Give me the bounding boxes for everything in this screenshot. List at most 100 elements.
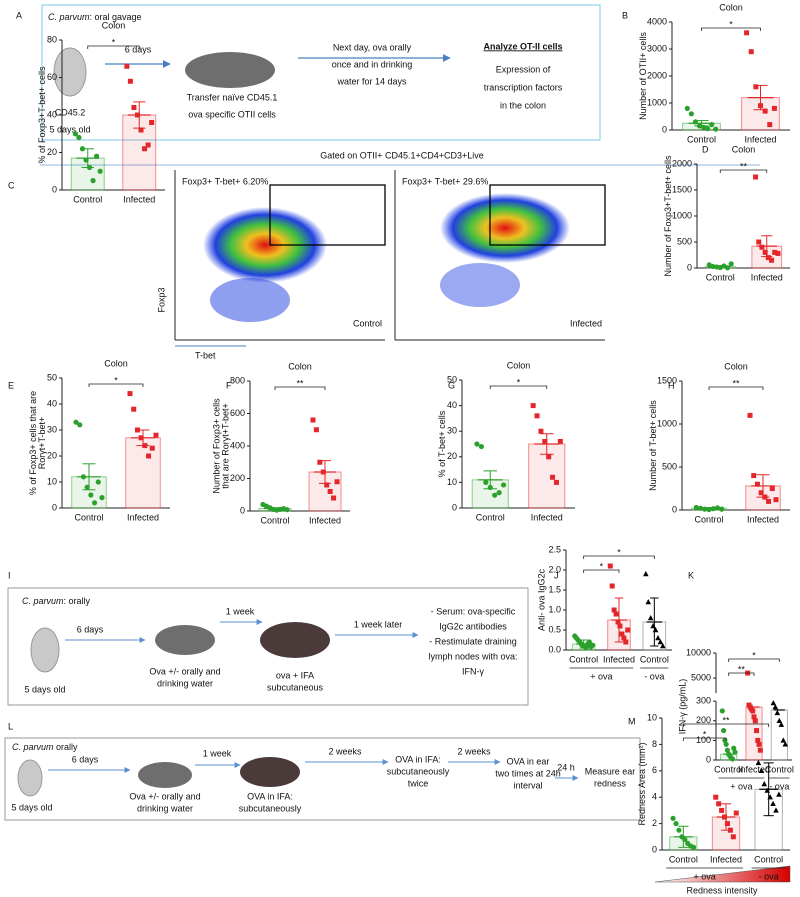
data-point	[657, 639, 664, 645]
data-point	[487, 484, 493, 491]
significance-label: **	[732, 378, 740, 388]
data-point	[700, 124, 707, 130]
data-point	[320, 469, 326, 475]
x-tick-label: Control	[476, 512, 505, 522]
y-tick-label: 30	[47, 424, 57, 434]
label: 1 week later	[354, 619, 403, 629]
data-point	[95, 479, 101, 485]
significance-label: **	[722, 715, 730, 725]
data-point	[652, 627, 659, 633]
data-point	[557, 438, 563, 444]
y-tick-label: 80	[47, 34, 57, 44]
y-tick-label: 0.5	[548, 624, 561, 634]
data-point	[773, 807, 779, 813]
data-point	[724, 821, 730, 827]
panel-letter: D	[702, 144, 709, 154]
data-point	[86, 164, 93, 171]
data-point	[149, 445, 155, 451]
y-tick-label: 0	[52, 184, 57, 194]
data-point	[692, 119, 699, 125]
data-point	[317, 459, 323, 465]
mouse-icon	[240, 757, 300, 787]
gate-label: Foxp3+ T-bet+ 29.6%	[402, 176, 488, 186]
data-point	[142, 443, 148, 449]
route: : oral gavage	[90, 12, 142, 22]
scheme-text: water for 14 days	[336, 76, 407, 86]
data-point	[724, 265, 731, 271]
x-tick-label: Control	[640, 654, 669, 664]
scheme-text: Next day, ova orally	[333, 42, 412, 52]
data-point	[625, 627, 631, 633]
y-tick-label: 2.0	[548, 564, 561, 574]
group-label: + ova	[590, 671, 612, 681]
data-point	[713, 794, 719, 800]
scheme-text: in the colon	[500, 100, 546, 110]
y-tick-label: 1500	[672, 184, 692, 194]
data-point	[77, 422, 83, 428]
data-point	[752, 718, 758, 724]
bar	[125, 437, 161, 509]
significance-label: **	[740, 161, 748, 171]
y-tick-label: 4	[652, 792, 657, 802]
y-tick-label: 600	[230, 408, 245, 418]
data-point	[127, 391, 133, 397]
x-tick-label: Control	[73, 194, 102, 204]
data-point	[645, 599, 652, 605]
mouse-icon	[185, 52, 275, 88]
scheme-text: 5 days old	[49, 124, 90, 134]
data-point	[775, 250, 781, 256]
data-point	[153, 432, 159, 438]
data-point	[647, 615, 654, 621]
data-point	[757, 747, 763, 753]
significance-label: *	[517, 377, 521, 387]
y-tick-label: 1.5	[548, 584, 561, 594]
data-point	[772, 249, 778, 255]
y-tick-label: 400	[230, 440, 245, 450]
data-point	[758, 490, 764, 496]
y-tick-label: 0	[652, 844, 657, 854]
data-point	[138, 435, 144, 441]
significance-label: **	[296, 378, 304, 388]
panel-letter: G	[448, 380, 455, 390]
scheme-box	[4, 737, 641, 821]
data-point	[621, 635, 627, 641]
group-label: Control	[353, 318, 382, 328]
panel-letter: C	[8, 180, 15, 190]
data-point	[76, 134, 82, 141]
scheme-text: subcutaneously	[387, 766, 450, 776]
significance-label: *	[114, 375, 118, 385]
data-point	[684, 105, 690, 111]
y-tick-label: 40	[447, 400, 457, 410]
data-point	[771, 105, 777, 111]
data-point	[682, 836, 688, 843]
x-tick-label: Infected	[744, 134, 776, 144]
data-point	[73, 419, 79, 425]
label: 6 days	[72, 754, 99, 764]
data-point	[762, 108, 768, 114]
y-tick-label: 2000	[647, 70, 667, 80]
y-tick-label: 0	[452, 502, 457, 512]
significance-label: *	[703, 729, 707, 739]
scheme-text: Transfer naïve CD45.1	[187, 92, 278, 102]
scheme-text: - Serum: ova-specific	[431, 606, 516, 616]
y-tick-label: 2000	[672, 158, 692, 168]
scheme-text: Expression of	[496, 64, 551, 74]
flow-plot	[174, 170, 386, 341]
scheme-text: ova specific OTII cells	[188, 109, 276, 119]
data-point	[767, 122, 773, 128]
label: 6 days	[77, 624, 104, 634]
panel-letter: H	[668, 380, 675, 390]
label: 1 week	[226, 606, 255, 616]
data-point	[676, 827, 682, 833]
data-point	[776, 791, 782, 797]
scheme-box	[7, 587, 529, 706]
data-point	[607, 563, 613, 569]
y-tick-label: 2	[652, 818, 657, 828]
annotation: Redness intensity	[686, 885, 758, 895]
data-point	[730, 834, 736, 840]
scheme-text: interval	[513, 780, 542, 790]
panel-letter: F	[226, 380, 232, 390]
y-tick-label: 40	[47, 109, 57, 119]
route: orally	[54, 742, 79, 752]
